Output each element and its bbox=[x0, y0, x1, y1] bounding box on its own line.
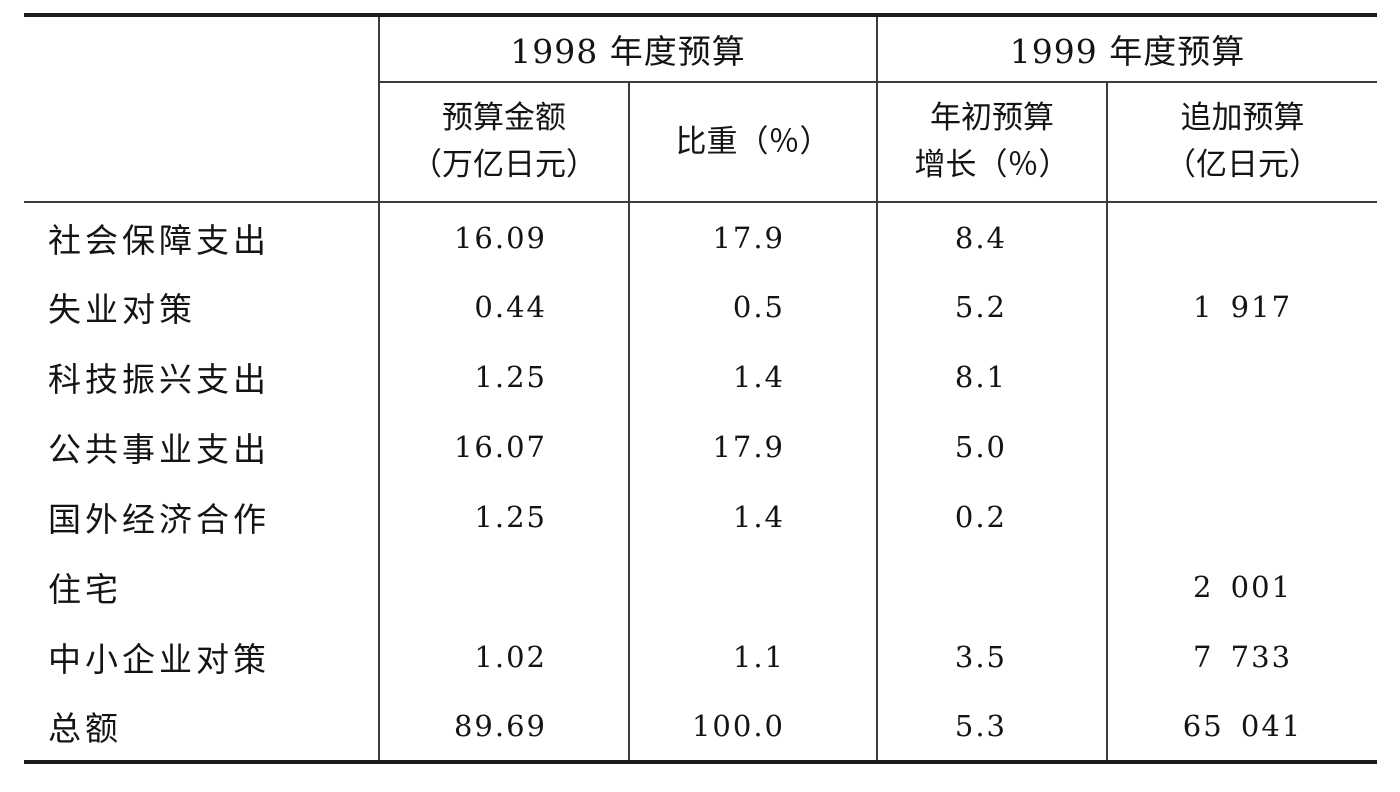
column-header-share: 比重（％） bbox=[629, 82, 879, 203]
column-header-amount-line2: （万亿日元） bbox=[411, 147, 597, 183]
row-label: 中小企业对策 bbox=[24, 622, 380, 692]
growth-cell: 8.1 bbox=[877, 342, 1109, 412]
growth-cell: 5.0 bbox=[877, 412, 1109, 482]
growth-cell: 5.3 bbox=[877, 692, 1109, 762]
row-label: 科技振兴支出 bbox=[24, 342, 380, 412]
share-cell: 1.4 bbox=[629, 482, 879, 552]
table-row: 失业对策 0.44 0.5 5.2 1 917 bbox=[24, 272, 1377, 342]
supplement-cell: 1 917 bbox=[1193, 290, 1293, 324]
growth-cell: 3.5 bbox=[877, 622, 1109, 692]
amount-cell: 1.25 bbox=[379, 342, 630, 412]
growth-cell bbox=[877, 552, 1109, 622]
row-label: 住宅 bbox=[24, 552, 380, 622]
supplement-cell bbox=[1107, 202, 1377, 272]
growth-cell: 0.2 bbox=[877, 482, 1109, 552]
column-header-growth-line1: 年初预算 bbox=[930, 100, 1055, 136]
table-row: 社会保障支出 16.09 17.9 8.4 bbox=[24, 202, 1377, 272]
growth-cell: 8.4 bbox=[877, 202, 1109, 272]
row-label: 公共事业支出 bbox=[24, 412, 380, 482]
table-row: 科技振兴支出 1.25 1.4 8.1 bbox=[24, 342, 1377, 412]
column-header-growth: 年初预算 增长（％） bbox=[877, 82, 1109, 203]
share-cell: 1.4 bbox=[629, 342, 879, 412]
share-cell: 17.9 bbox=[629, 202, 879, 272]
column-header-amount: 预算金额 （万亿日元） bbox=[379, 82, 630, 203]
year-group-1999: 1999 年度预算 bbox=[877, 15, 1378, 83]
supplement-cell: 2 001 bbox=[1193, 570, 1293, 604]
amount-cell: 1.25 bbox=[379, 482, 630, 552]
header-row-columns: 预算金额 （万亿日元） 比重（％） 年初预算 增长（％） 追加预算 （亿日元） bbox=[24, 82, 1378, 203]
growth-cell: 5.2 bbox=[877, 272, 1109, 342]
amount-cell: 0.44 bbox=[379, 272, 630, 342]
table-row: 中小企业对策 1.02 1.1 3.5 7 733 bbox=[24, 622, 1377, 692]
corner-cell bbox=[24, 15, 380, 203]
table-row: 总额 89.69 100.0 5.3 65 041 bbox=[24, 692, 1377, 762]
table-row: 公共事业支出 16.07 17.9 5.0 bbox=[24, 412, 1377, 482]
share-cell: 0.5 bbox=[629, 272, 879, 342]
amount-cell bbox=[379, 552, 630, 622]
share-cell: 100.0 bbox=[629, 692, 879, 762]
row-label: 社会保障支出 bbox=[24, 202, 380, 272]
row-label: 国外经济合作 bbox=[24, 482, 380, 552]
row-label: 失业对策 bbox=[24, 272, 380, 342]
share-cell bbox=[629, 552, 879, 622]
row-label: 总额 bbox=[24, 692, 380, 762]
header-row-years: 1998 年度预算 1999 年度预算 bbox=[24, 15, 1378, 203]
column-header-growth-line2: 增长（％） bbox=[914, 147, 1070, 183]
supplement-cell: 7 733 bbox=[1193, 640, 1293, 674]
supplement-cell bbox=[1107, 482, 1377, 552]
budget-table: 1998 年度预算 1999 年度预算 预算金额 （万亿日元） 比重（％） 年初… bbox=[24, 13, 1378, 764]
supplement-cell: 65 041 bbox=[1182, 709, 1303, 743]
amount-cell: 1.02 bbox=[379, 622, 630, 692]
supplement-cell bbox=[1107, 412, 1377, 482]
column-header-amount-line1: 预算金额 bbox=[442, 100, 566, 136]
column-header-supplement: 追加预算 （亿日元） bbox=[1107, 82, 1378, 203]
column-header-supplement-line1: 追加预算 bbox=[1180, 100, 1305, 136]
amount-cell: 16.07 bbox=[379, 412, 630, 482]
amount-cell: 89.69 bbox=[379, 692, 630, 762]
amount-cell: 16.09 bbox=[379, 202, 630, 272]
supplement-cell bbox=[1107, 342, 1377, 412]
table-row: 国外经济合作 1.25 1.4 0.2 bbox=[24, 482, 1377, 552]
table-row: 住宅 2 001 bbox=[24, 552, 1377, 622]
year-group-1998: 1998 年度预算 bbox=[379, 15, 879, 83]
share-cell: 1.1 bbox=[629, 622, 879, 692]
column-header-supplement-line2: （亿日元） bbox=[1165, 147, 1321, 183]
share-cell: 17.9 bbox=[629, 412, 879, 482]
